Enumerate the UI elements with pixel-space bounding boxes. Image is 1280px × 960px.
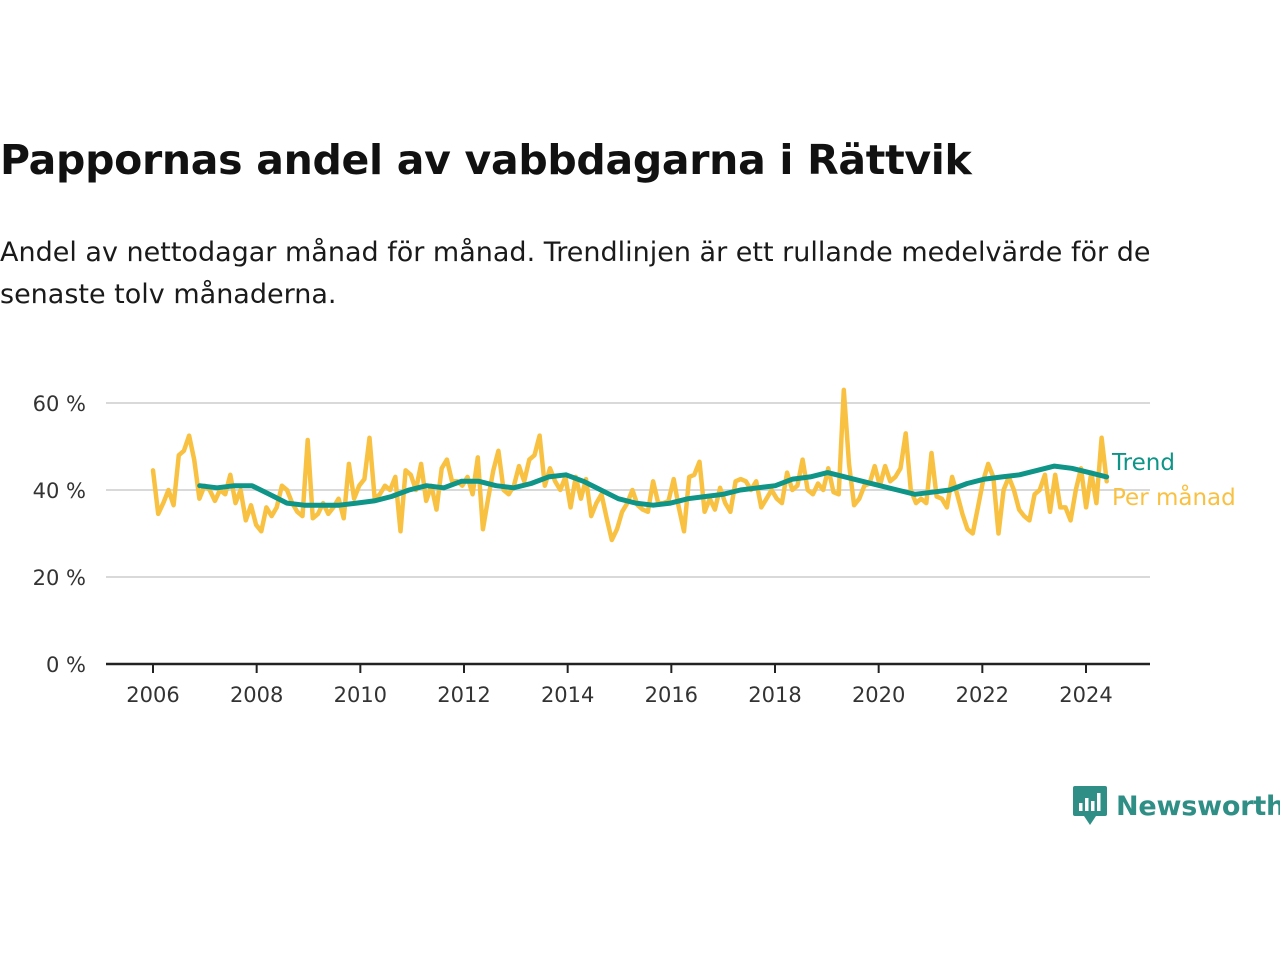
x-axis-ticks: 2006 2008 2010 2012 2014 2016 2018 2020 2022 2024 <box>106 662 1150 707</box>
y-tick-label: 0 % <box>46 653 86 677</box>
x-tick-label: 2012 <box>437 683 490 707</box>
series-line-trend <box>197 463 1110 508</box>
y-tick-label: 40 % <box>33 479 86 503</box>
series-lines <box>150 387 1110 543</box>
x-tick-label: 2024 <box>1059 683 1112 707</box>
brand-name: Newsworthy <box>1116 790 1280 822</box>
x-tick-label: 2022 <box>956 683 1009 707</box>
legend-label-per-manad: Per månad <box>1112 483 1236 511</box>
x-tick-label: 2018 <box>748 683 801 707</box>
chart-subtitle: Andel av nettodagar månad för månad. Tre… <box>0 237 1151 310</box>
x-tick-label: 2016 <box>645 683 698 707</box>
inline-legend: Trend Per månad <box>1111 450 1236 511</box>
newsworthy-logo: Newsworthy <box>1072 784 1280 828</box>
y-axis-ticks: 0 % 20 % 40 % 60 % <box>33 392 86 677</box>
chart-title: Pappornas andel av vabbdagarna i Rättvik <box>0 136 972 184</box>
x-tick-label: 2010 <box>334 683 387 707</box>
x-tick-label: 2006 <box>126 683 179 707</box>
legend-label-trend: Trend <box>1111 450 1175 476</box>
bar-chart-speech-bubble-icon <box>1073 786 1107 825</box>
line-chart: 0 % 20 % 40 % 60 % 2006 2008 2010 2012 2014 2016… <box>33 387 1236 707</box>
series-line-per-manad <box>150 387 1109 543</box>
y-tick-label: 60 % <box>33 392 86 416</box>
y-tick-label: 20 % <box>33 566 86 590</box>
x-tick-label: 2008 <box>230 683 283 707</box>
x-tick-label: 2014 <box>541 683 594 707</box>
x-tick-label: 2020 <box>852 683 905 707</box>
